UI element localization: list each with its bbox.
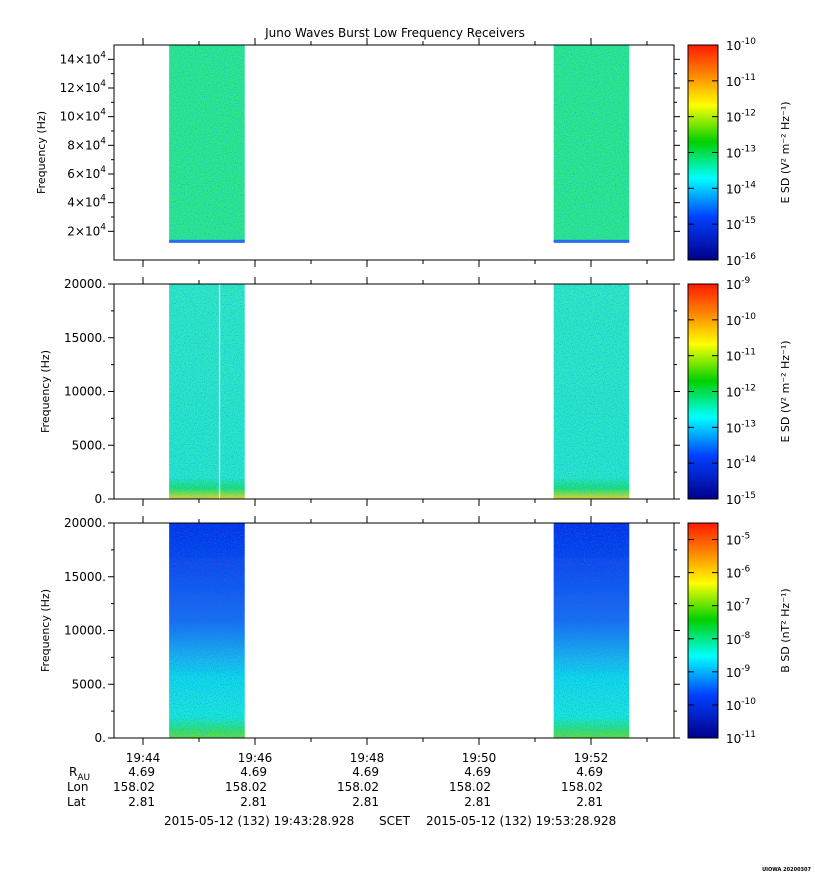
y-tick-label: 10000. — [64, 385, 106, 399]
data-block-edge — [553, 239, 630, 243]
colorbar-tick-label: 10-16 — [726, 252, 756, 268]
y-tick-label: 14×104 — [60, 50, 107, 66]
colorbar-tick-label: 10-6 — [726, 565, 751, 581]
figure-title: Juno Waves Burst Low Frequency Receivers — [264, 26, 525, 40]
colorbar-tick-label: 10-13 — [726, 419, 756, 435]
colorbar-tick-label: 10-12 — [726, 384, 756, 400]
data-block-2 — [553, 45, 630, 243]
ephemeris-r: 4.69 — [240, 765, 267, 779]
colorbar-tick-label: 10-5 — [726, 532, 750, 548]
y-axis-label: Frequency (Hz) — [39, 589, 52, 672]
colorbar-tick-label: 10-9 — [726, 276, 751, 292]
ephemeris-lat: 2.81 — [464, 795, 491, 809]
y-tick-label: 20000. — [64, 277, 106, 291]
plot-frame — [113, 44, 675, 261]
data-block-1 — [169, 523, 245, 738]
ephemeris-r: 4.69 — [352, 765, 379, 779]
colorbar-tick-label: 10-14 — [726, 180, 756, 196]
x-tick-label: 19:46 — [238, 751, 273, 765]
footer-start-time: 2015-05-12 (132) 19:43:28.928 — [164, 814, 354, 828]
colorbar-tick-label: 10-7 — [726, 598, 750, 614]
data-block-2 — [553, 284, 630, 499]
colorbar-tick-label: 10-12 — [726, 109, 756, 125]
panel-1: 2×104 4×104 6×104 8×104 10×104 12×104 14×104 Fr… — [35, 37, 792, 268]
x-tick-label: 19:44 — [126, 751, 161, 765]
colorbar-tick-label: 10-15 — [726, 491, 756, 507]
ephemeris-r: 4.69 — [576, 765, 603, 779]
y-tick-label: 6×104 — [67, 165, 106, 181]
colorbar-label: E SD (V² m⁻² Hz⁻¹) — [779, 101, 792, 203]
y-tick-label: 15000. — [64, 331, 106, 345]
row-label-lat: Lat — [67, 795, 86, 809]
time-axis-labels: 19:444.69158.022.8119:464.69158.022.8119… — [67, 751, 616, 828]
y-tick-label: 12×104 — [60, 79, 107, 95]
x-tick-label: 19:50 — [462, 751, 497, 765]
data-block-2 — [553, 523, 630, 738]
y-tick-label: 20000. — [64, 516, 106, 530]
data-block-1 — [169, 284, 245, 499]
y-tick-label: 5000. — [72, 677, 106, 691]
spectrogram-panels: 2×104 4×104 6×104 8×104 10×104 12×104 14×104 Fr… — [35, 37, 792, 746]
data-block-1 — [169, 45, 245, 243]
ephemeris-lon: 158.02 — [561, 780, 603, 794]
ephemeris-lat: 2.81 — [240, 795, 267, 809]
colorbar-tick-label: 10-9 — [726, 664, 751, 680]
colorbar-tick-label: 10-13 — [726, 145, 756, 161]
y-tick-label: 10×104 — [60, 108, 107, 124]
colorbar-label: E SD (V² m⁻² Hz⁻¹) — [779, 340, 792, 442]
ephemeris-lat: 2.81 — [128, 795, 155, 809]
colorbar-tick-label: 10-11 — [726, 730, 756, 746]
ephemeris-lon: 158.02 — [449, 780, 491, 794]
colorbar-tick-label: 10-10 — [726, 697, 756, 713]
footer-end-time: 2015-05-12 (132) 19:53:28.928 — [426, 814, 616, 828]
y-tick-label: 4×104 — [67, 194, 106, 210]
panel-2: 0. 5000. 10000. 15000. 20000. Frequency (Hz) 1… — [39, 276, 792, 507]
y-tick-label: 2×104 — [67, 222, 106, 238]
y-tick-label: 0. — [95, 492, 106, 506]
ephemeris-r: 4.69 — [464, 765, 491, 779]
y-axis-label: Frequency (Hz) — [35, 111, 48, 194]
y-tick-label: 5000. — [72, 438, 106, 452]
ephemeris-lon: 158.02 — [113, 780, 155, 794]
colorbar-tick-label: 10-8 — [726, 631, 751, 647]
ephemeris-lon: 158.02 — [225, 780, 267, 794]
generation-stamp: UIOWA 20200307 — [762, 867, 811, 873]
ephemeris-r: 4.69 — [128, 765, 155, 779]
ephemeris-lat: 2.81 — [576, 795, 603, 809]
colorbar — [687, 522, 719, 739]
panel-3: 0. 5000. 10000. 15000. 20000. Frequency (Hz) 1… — [39, 516, 792, 746]
colorbar-tick-label: 10-15 — [726, 216, 756, 232]
colorbar-tick-label: 10-11 — [726, 348, 756, 364]
ephemeris-lat: 2.81 — [352, 795, 379, 809]
y-tick-label: 0. — [95, 731, 106, 745]
row-label-lon: Lon — [67, 780, 88, 794]
footer-time-system: SCET — [379, 814, 411, 828]
colorbar-tick-label: 10-14 — [726, 455, 756, 471]
data-block-edge — [169, 239, 245, 243]
colorbar-tick-label: 10-10 — [726, 312, 756, 328]
y-tick-label: 15000. — [64, 570, 106, 584]
x-tick-label: 19:52 — [574, 751, 609, 765]
y-axis-label: Frequency (Hz) — [39, 350, 52, 433]
ephemeris-lon: 158.02 — [337, 780, 379, 794]
colorbar-tick-label: 10-11 — [726, 73, 756, 89]
colorbar-label: B SD (nT² Hz⁻¹) — [779, 588, 792, 672]
x-tick-label: 19:48 — [350, 751, 385, 765]
y-tick-label: 10000. — [64, 624, 106, 638]
colorbar-tick-label: 10-10 — [726, 37, 756, 53]
y-tick-label: 8×104 — [67, 136, 106, 152]
